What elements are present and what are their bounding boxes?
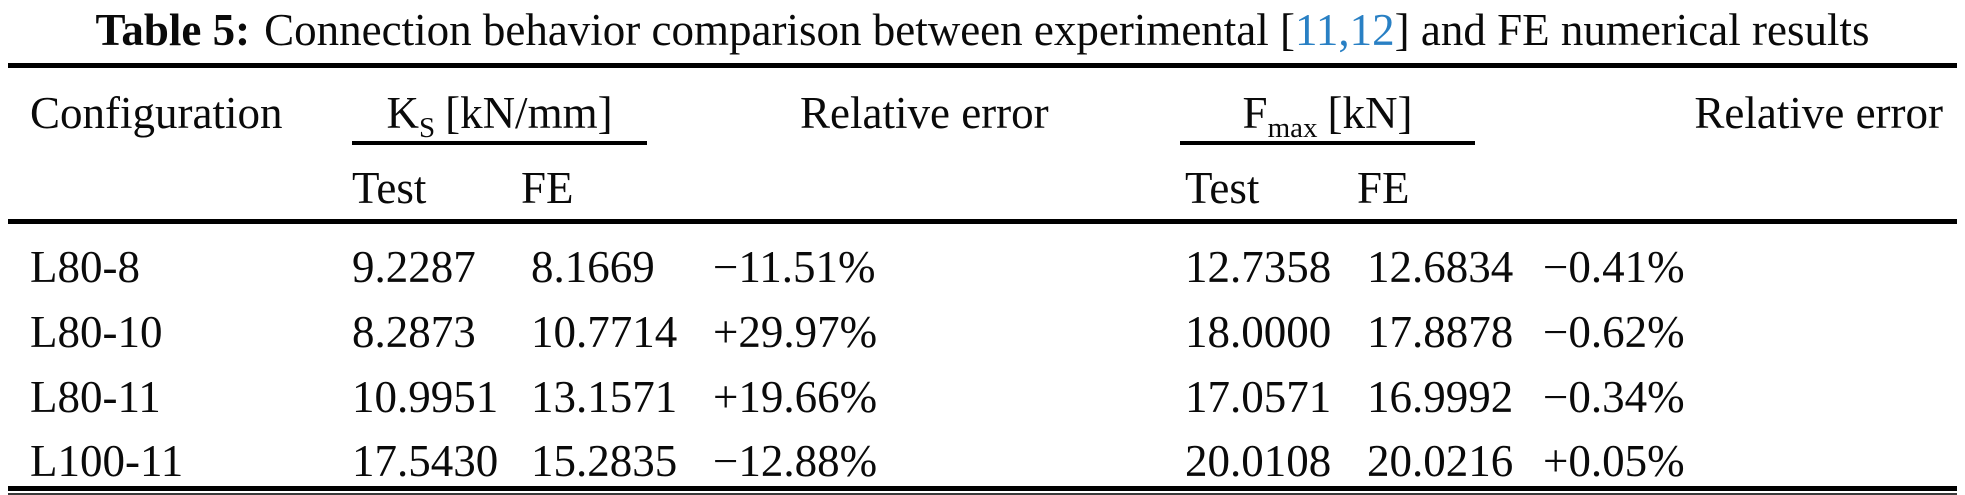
- cell-fmax-test: 12.7358: [1185, 242, 1332, 292]
- cell-fmax-test: 17.0571: [1185, 372, 1332, 422]
- header-fmax-group: Fmax [kN]: [1180, 84, 1475, 144]
- fmax-subscript: max: [1267, 112, 1318, 144]
- table-caption-label: Table 5:: [95, 5, 251, 55]
- cell-configuration: L80-8: [30, 242, 140, 292]
- cell-configuration: L80-10: [30, 307, 163, 357]
- cell-fmax-fe: 17.8878: [1367, 307, 1514, 357]
- cell-fmax-fe: 12.6834: [1367, 242, 1514, 292]
- fmax-symbol: F: [1242, 88, 1268, 138]
- top-rule: [8, 63, 1957, 68]
- table-caption-text-1: Connection behavior comparison between e…: [264, 5, 1296, 55]
- cell-ks-relative-error: −11.51%: [713, 242, 876, 292]
- cell-configuration: L100-11: [30, 436, 184, 486]
- ks-subscript: S: [418, 112, 436, 144]
- citation-link[interactable]: 11,12: [1295, 5, 1395, 55]
- table-caption: Table 5: Connection behavior comparison b…: [0, 1, 1965, 59]
- cell-ks-test: 10.9951: [352, 372, 499, 422]
- header-ks-group: KS [kN/mm]: [352, 84, 647, 144]
- fmax-group-underline: [1180, 141, 1475, 145]
- fmax-unit: [kN]: [1327, 88, 1413, 138]
- header-relative-error-fmax: Relative error: [1694, 88, 1943, 138]
- header-fmax-fe: FE: [1357, 163, 1410, 213]
- cell-ks-fe: 15.2835: [531, 436, 678, 486]
- ks-group-underline: [352, 141, 647, 145]
- cell-ks-fe: 10.7714: [531, 307, 678, 357]
- header-configuration: Configuration: [30, 88, 283, 138]
- header-ks-test: Test: [352, 163, 427, 213]
- bottom-rule: [8, 486, 1957, 491]
- cell-fmax-relative-error: +0.05%: [1543, 436, 1685, 486]
- cell-ks-test: 17.5430: [352, 436, 499, 486]
- cell-ks-fe: 13.1571: [531, 372, 678, 422]
- cell-fmax-test: 18.0000: [1185, 307, 1332, 357]
- header-fmax-test: Test: [1185, 163, 1260, 213]
- cell-ks-relative-error: +19.66%: [713, 372, 878, 422]
- cell-fmax-relative-error: −0.41%: [1543, 242, 1685, 292]
- cell-fmax-relative-error: −0.62%: [1543, 307, 1685, 357]
- cell-fmax-test: 20.0108: [1185, 436, 1332, 486]
- ks-symbol: K: [386, 88, 419, 138]
- cell-fmax-relative-error: −0.34%: [1543, 372, 1685, 422]
- header-relative-error-ks: Relative error: [800, 88, 1049, 138]
- cell-configuration: L80-11: [30, 372, 161, 422]
- header-ks-fe: FE: [521, 163, 574, 213]
- cell-fmax-fe: 20.0216: [1367, 436, 1514, 486]
- bottom-rule-thin: [8, 493, 1957, 495]
- header-separator-rule: [8, 219, 1957, 224]
- cell-ks-relative-error: +29.97%: [713, 307, 878, 357]
- table-caption-text-2: ] and FE numerical results: [1394, 5, 1870, 55]
- cell-ks-fe: 8.1669: [531, 242, 655, 292]
- ks-unit: [kN/mm]: [445, 88, 613, 138]
- cell-ks-test: 9.2287: [352, 242, 476, 292]
- cell-ks-relative-error: −12.88%: [713, 436, 878, 486]
- cell-fmax-fe: 16.9992: [1367, 372, 1514, 422]
- cell-ks-test: 8.2873: [352, 307, 476, 357]
